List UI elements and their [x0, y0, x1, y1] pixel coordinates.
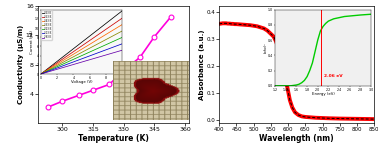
X-axis label: Temperature (K): Temperature (K)	[78, 134, 149, 143]
Y-axis label: Conductivity (μS/m): Conductivity (μS/m)	[19, 25, 24, 104]
X-axis label: Wavelength (nm): Wavelength (nm)	[259, 134, 334, 143]
Y-axis label: Absorbance (a.u.): Absorbance (a.u.)	[199, 29, 205, 100]
